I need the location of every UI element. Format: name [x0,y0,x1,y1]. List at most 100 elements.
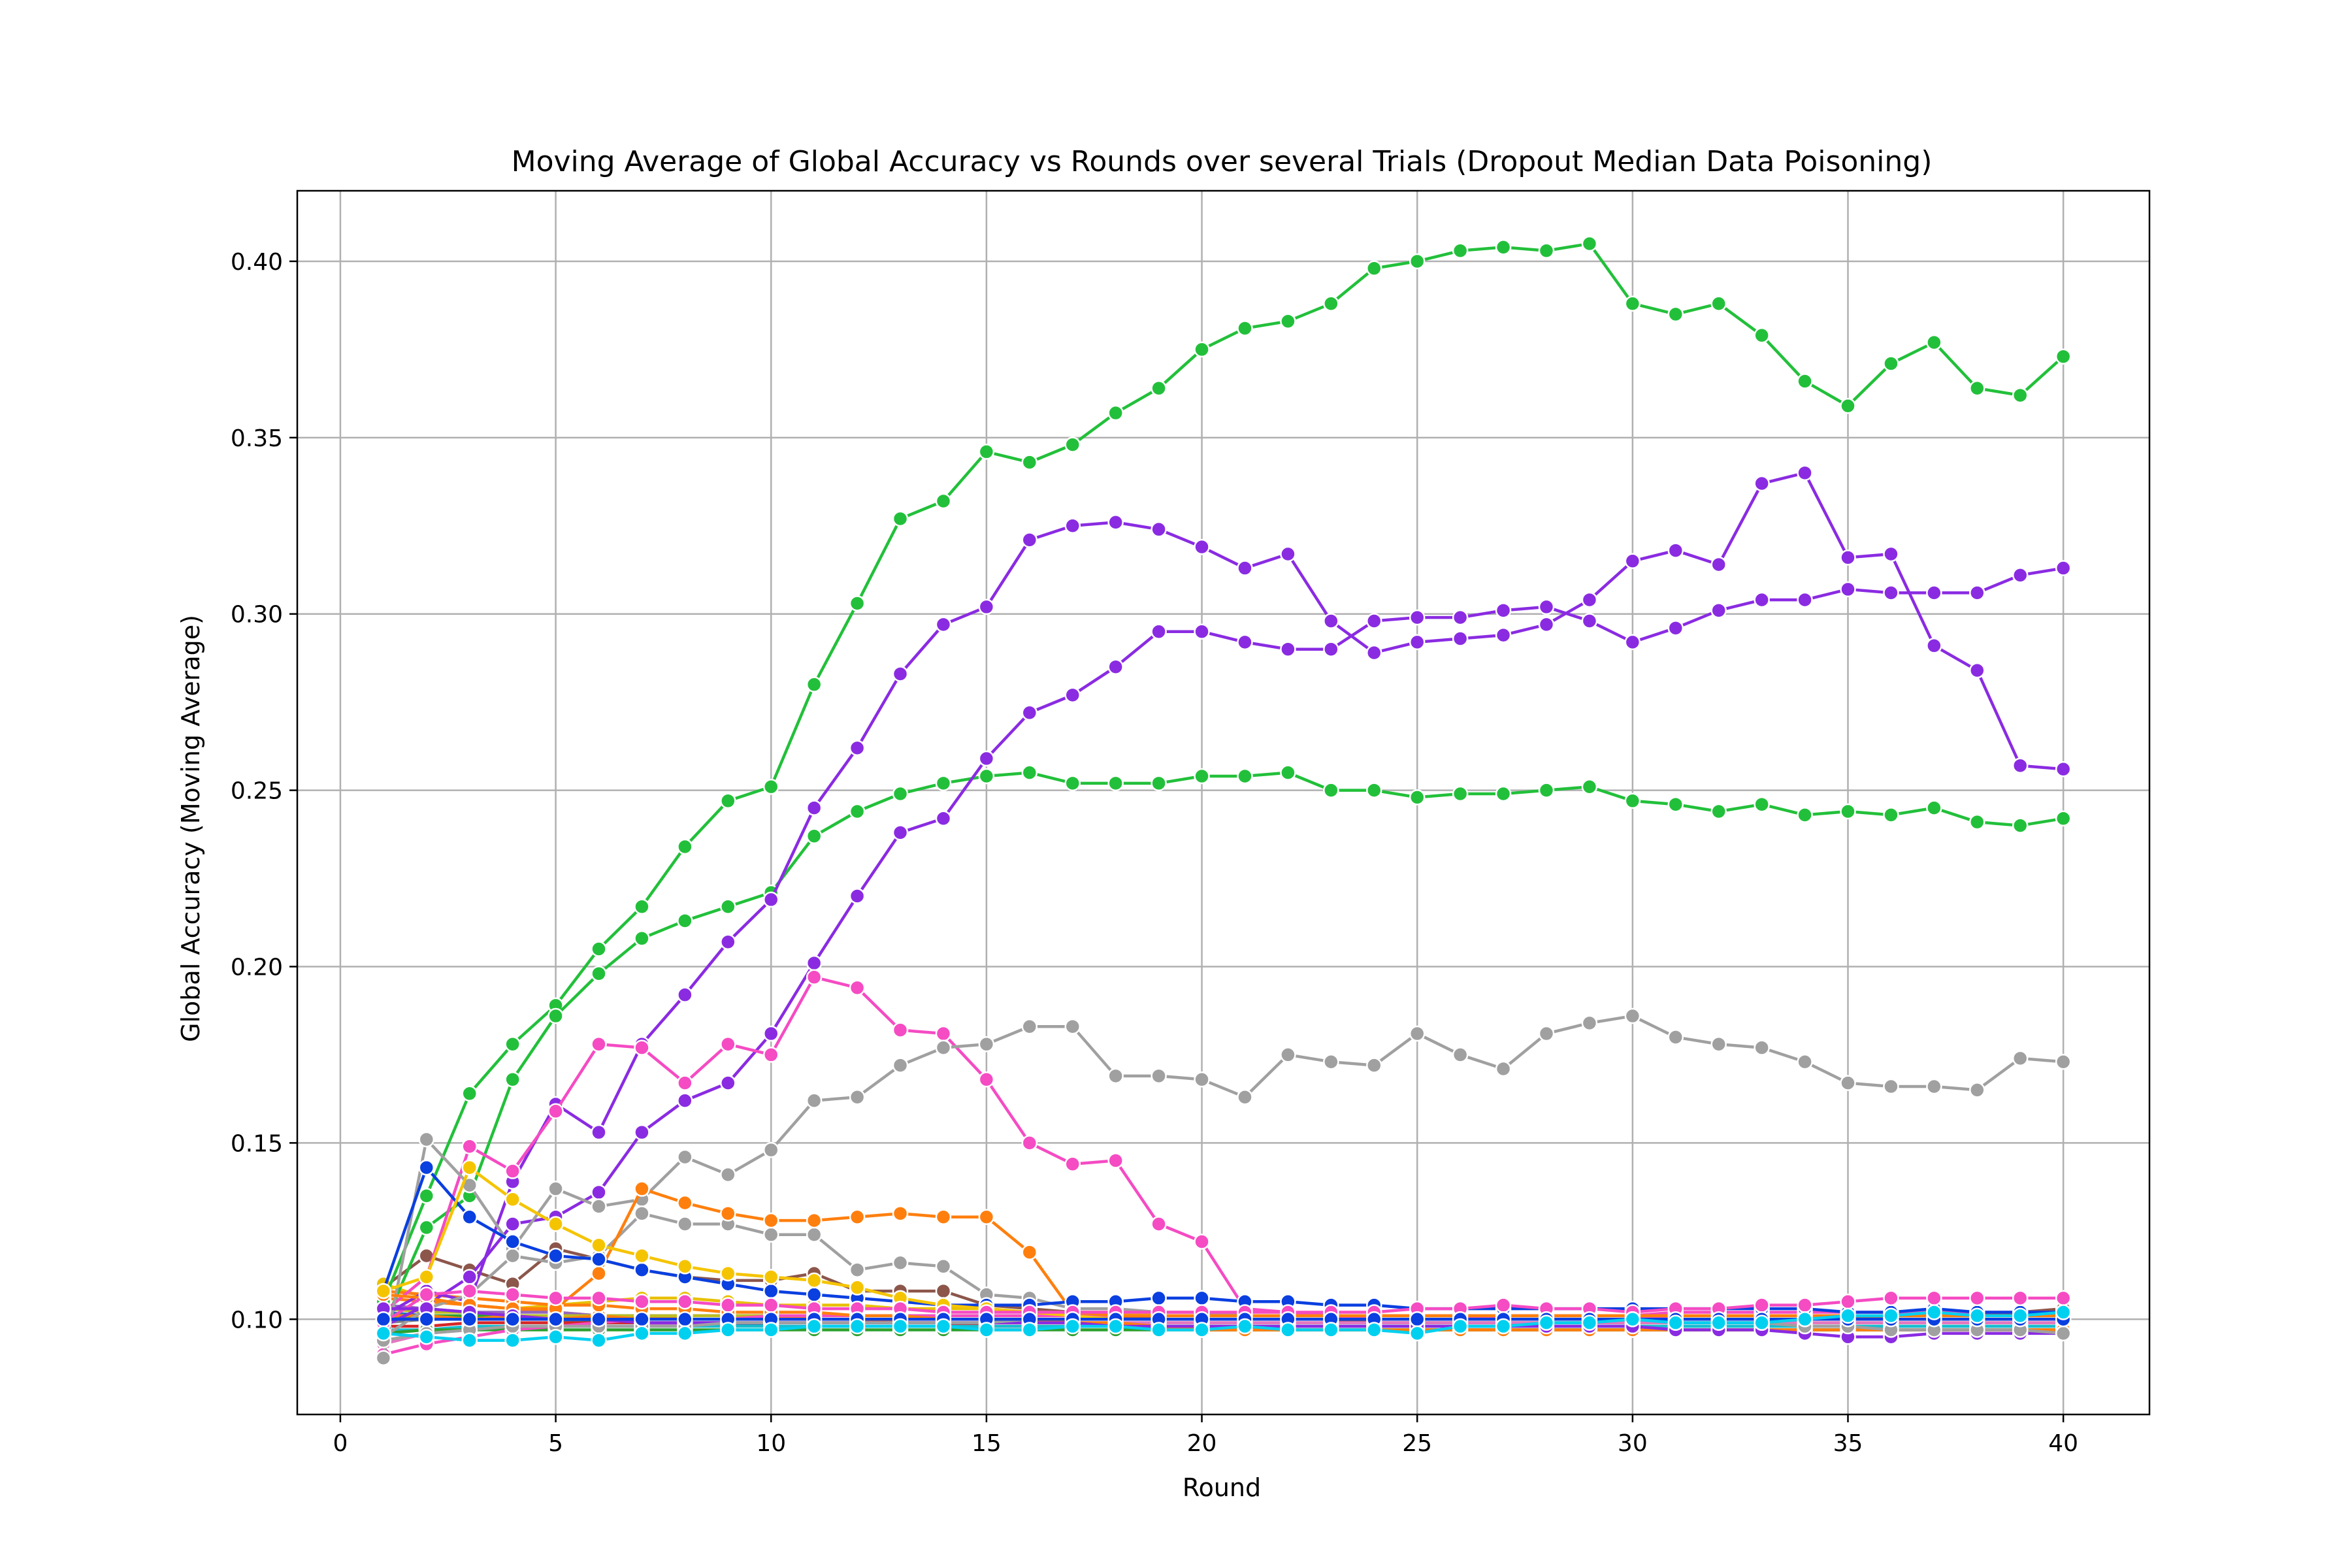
data-point [504,1233,521,1250]
series [375,1304,2072,1348]
data-point [634,1205,650,1222]
y-tick-label: 0.30 [231,602,283,629]
data-point [935,493,952,510]
data-point [720,1166,736,1183]
data-point [1064,1019,1081,1035]
data-point [504,1286,521,1303]
data-point [1151,775,1167,792]
series-line [382,242,2065,1303]
data-point [677,1325,693,1342]
data-point [935,1209,952,1225]
data-point [461,1311,478,1328]
data-point [547,1103,564,1120]
data-point [935,1282,952,1299]
x-tick-label: 0 [333,1430,348,1457]
data-point [1194,538,1210,555]
data-point [461,1282,478,1299]
data-point [375,1325,392,1342]
data-point [935,616,952,633]
data-point [1797,807,1813,823]
data-point [892,1205,909,1222]
series-line [383,1311,2064,1342]
data-point [634,1247,650,1264]
data-point [892,510,909,527]
data-point [1581,613,1598,629]
data-point [677,1075,693,1091]
data-point [806,969,823,985]
data-point [677,913,693,929]
data-point [1624,1311,1641,1328]
data-point [849,1209,866,1225]
data-point [1710,602,1727,619]
data-point [1754,591,1770,608]
data-point [1883,546,1899,563]
data-point [591,1184,607,1201]
data-point [806,1318,823,1335]
data-point [1237,560,1253,576]
data-point [1581,778,1598,795]
data-point [978,1036,995,1053]
data-point [720,1265,736,1282]
data-point [2055,1053,2072,1070]
data-point [1237,320,1253,336]
data-point [375,1282,392,1299]
data-point [1021,1322,1038,1338]
data-point [1797,465,1813,482]
data-point [762,1269,779,1285]
data-point [978,444,995,460]
data-point [1107,659,1124,675]
data-point [892,1254,909,1271]
data-point [2012,817,2029,834]
data-point [892,785,909,802]
data-point [1840,803,1856,820]
data-point [1064,775,1081,792]
data-point [504,1163,521,1179]
data-point [1366,260,1382,276]
data-point [1495,1297,1512,1313]
data-point [1538,1315,1555,1331]
data-point [1581,235,1598,252]
data-point [892,825,909,841]
data-point [591,966,607,982]
data-point [1107,775,1124,792]
data-point [1280,764,1296,781]
y-tick-label: 0.40 [231,249,283,276]
data-point [1710,556,1727,573]
data-point [1237,1318,1253,1335]
x-tick-label: 10 [756,1430,786,1457]
data-point [1495,627,1512,644]
data-point [677,838,693,855]
data-point [978,768,995,785]
data-point [1280,546,1296,563]
data-point [1797,1297,1813,1313]
data-point [1151,1216,1167,1232]
data-point [806,676,823,693]
data-point [461,1138,478,1155]
data-point [2012,1050,2029,1067]
data-point [461,1085,478,1102]
data-point [1624,553,1641,570]
data-point [1667,1029,1684,1045]
data-point [504,1332,521,1348]
data-point [1495,1318,1512,1335]
data-point [1495,785,1512,802]
data-point [1754,1039,1770,1056]
data-point [849,888,866,904]
data-point [1151,1322,1167,1338]
data-point [1926,334,1942,351]
data-point [849,1318,866,1335]
data-point [634,1294,650,1310]
data-point [677,1216,693,1232]
data-point [1667,542,1684,559]
data-point [762,1212,779,1229]
chart-title: Moving Average of Global Accuracy vs Rou… [512,145,1933,178]
data-point [720,1322,736,1338]
data-point [2012,1290,2029,1307]
data-point [1926,638,1942,654]
data-point [1107,1152,1124,1169]
y-axis-label: Global Accuracy (Moving Average) [176,615,205,1042]
series-line [382,1166,2064,1314]
data-point [1409,1311,1426,1328]
series-line [382,471,2064,1317]
data-point [2055,348,2072,365]
